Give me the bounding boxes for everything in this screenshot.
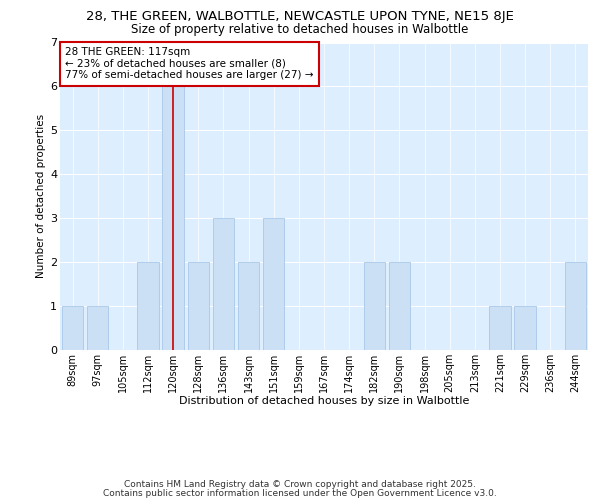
Text: Size of property relative to detached houses in Walbottle: Size of property relative to detached ho… (131, 22, 469, 36)
Text: Contains public sector information licensed under the Open Government Licence v3: Contains public sector information licen… (103, 490, 497, 498)
Bar (263, 218, 284, 350)
Bar (389, 262, 410, 350)
Text: Contains HM Land Registry data © Crown copyright and database right 2025.: Contains HM Land Registry data © Crown c… (124, 480, 476, 489)
Y-axis label: Number of detached properties: Number of detached properties (36, 114, 46, 278)
Bar (137, 262, 158, 350)
Bar (163, 86, 184, 350)
Bar (238, 262, 259, 350)
Text: 28 THE GREEN: 117sqm
← 23% of detached houses are smaller (8)
77% of semi-detach: 28 THE GREEN: 117sqm ← 23% of detached h… (65, 47, 314, 80)
Bar (490, 306, 511, 350)
Bar (188, 262, 209, 350)
Bar (364, 262, 385, 350)
Text: 28, THE GREEN, WALBOTTLE, NEWCASTLE UPON TYNE, NE15 8JE: 28, THE GREEN, WALBOTTLE, NEWCASTLE UPON… (86, 10, 514, 23)
Bar (213, 218, 234, 350)
Bar (565, 262, 586, 350)
X-axis label: Distribution of detached houses by size in Walbottle: Distribution of detached houses by size … (179, 396, 469, 406)
Bar (62, 306, 83, 350)
Bar (514, 306, 536, 350)
Bar (87, 306, 109, 350)
